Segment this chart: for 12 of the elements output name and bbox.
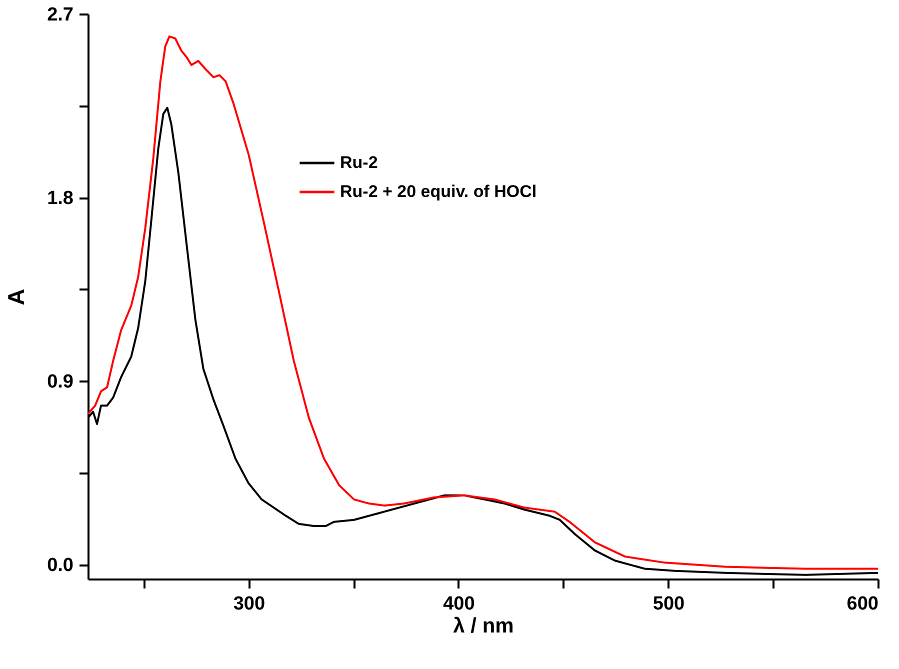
y-tick-label: 1.8 xyxy=(47,188,74,210)
x-tick-label: 500 xyxy=(652,594,685,614)
x-axis-title: λ / nm xyxy=(453,614,514,638)
legend-label: Ru-2 xyxy=(340,153,378,172)
y-tick-label: 0.0 xyxy=(47,555,74,576)
legend-label: Ru-2 + 20 equiv. of HOCl xyxy=(340,182,537,201)
y-axis-title: A xyxy=(3,288,30,306)
y-tick-label: 2.7 xyxy=(47,4,74,26)
x-tick-label: 600 xyxy=(846,594,878,614)
x-tick-label: 400 xyxy=(443,594,475,614)
x-tick-label: 300 xyxy=(233,594,266,614)
y-tick-label: 0.9 xyxy=(47,372,74,393)
